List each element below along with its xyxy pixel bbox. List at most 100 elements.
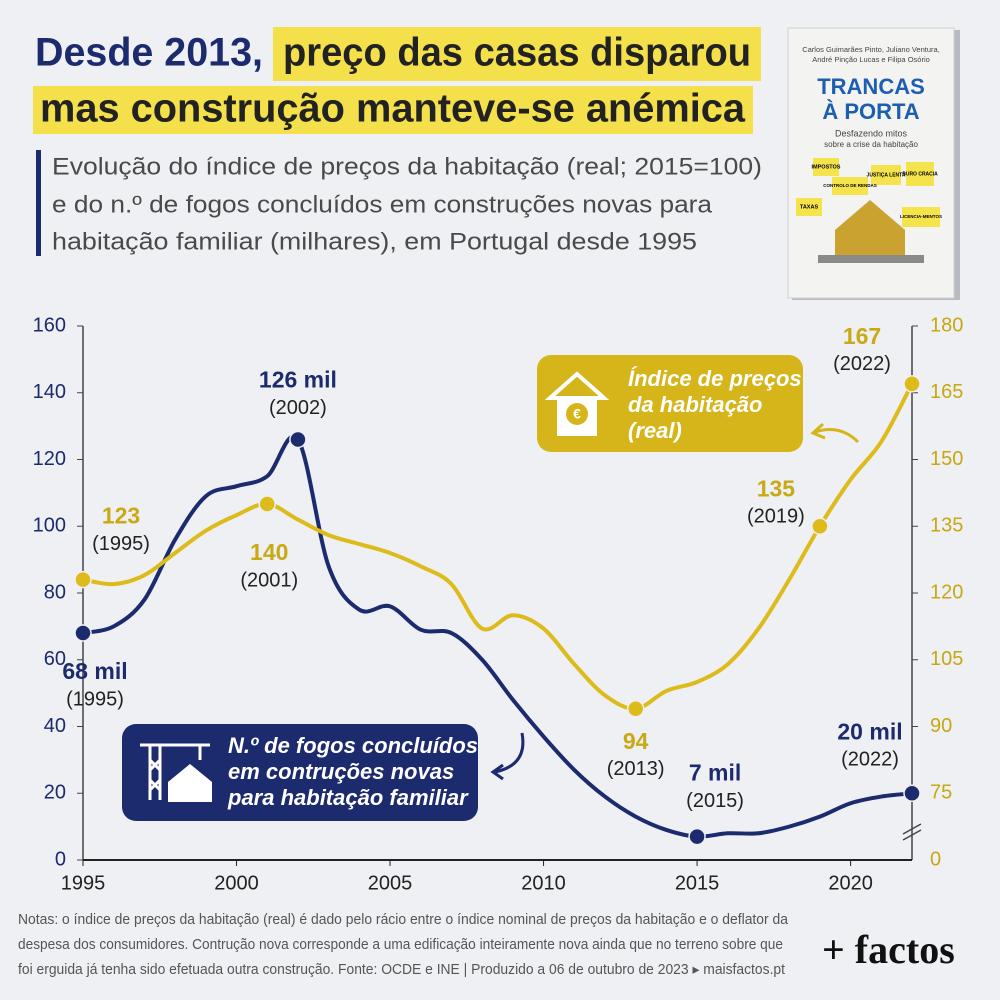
y-tick-label: 160 — [33, 314, 66, 336]
data-label-year: (2019) — [747, 506, 805, 528]
y2-tick-label: 120 — [930, 581, 963, 603]
data-label-year: (2013) — [607, 758, 665, 780]
data-label-year: (2015) — [686, 790, 744, 812]
sticky-note-text: JUSTIÇA LENTA — [867, 172, 906, 178]
data-point — [626, 699, 645, 718]
note: Notas: o índice de preços da habitação (… — [18, 912, 789, 928]
legend-label: em contruções novas — [228, 759, 454, 784]
subtitle: e do n.º de fogos concluídos em construç… — [52, 191, 713, 218]
data-point — [74, 624, 92, 642]
y2-tick-label: 75 — [930, 782, 952, 804]
legend-label: para habitação familiar — [227, 785, 469, 810]
euro-icon — [566, 403, 588, 425]
price-legend: € — [537, 355, 860, 452]
y2-tick-label: 105 — [930, 648, 963, 670]
data-label-year: (2022) — [841, 749, 899, 771]
y-tick-label: 0 — [55, 848, 66, 870]
series-line — [82, 434, 913, 839]
data-label: 7 mil — [689, 760, 741, 786]
y-tick-label: 120 — [33, 448, 66, 470]
sticky-note-text: IMPOSTOS — [812, 164, 841, 170]
data-label: 20 mil — [837, 718, 902, 744]
data-point — [688, 827, 706, 846]
book-subtitle: Desfazendo mitos — [835, 128, 908, 138]
book-authors: Carlos Guimarães Pinto, Juliano Ventura, — [802, 45, 940, 54]
construction-legend — [122, 724, 525, 821]
y-tick-label: 100 — [33, 515, 66, 537]
sticky-note — [796, 198, 822, 216]
data-label-year: (1995) — [92, 533, 150, 555]
y-tick-label: 80 — [44, 581, 66, 603]
book-subtitle: sobre a crise da habitação — [824, 140, 918, 149]
legend-arrow — [490, 763, 504, 781]
sticky-note-text: LICENCIA-MENTOS — [900, 214, 942, 219]
y2-tick-label: 135 — [930, 515, 963, 537]
sticky-note — [902, 207, 940, 227]
data-point — [903, 784, 921, 802]
subtitle: Evolução do índice de preços da habitaçã… — [52, 153, 762, 180]
y-tick-label: 40 — [44, 715, 66, 737]
data-label: 94 — [623, 728, 649, 754]
x-tick-label: 2010 — [521, 872, 566, 894]
y-tick-label: 60 — [44, 648, 66, 670]
legend-arrow — [494, 732, 525, 774]
axis-break — [902, 823, 922, 841]
sticky-note-text: CONTROLO DE RENDAS — [823, 183, 877, 188]
plot: 0 20 40 60 80 100 120 140 160 75 90 105 120 135 150 165… — [33, 314, 964, 894]
subtitle-bar — [36, 150, 41, 256]
x-tick-label: 2000 — [214, 872, 259, 894]
data-label: 140 — [250, 539, 288, 565]
note: foi erguida já tenha sido efetuada outra… — [18, 962, 785, 978]
data-point — [258, 495, 276, 513]
sticky-note — [871, 165, 901, 185]
data-label: 126 mil — [259, 367, 337, 393]
y-tick-label: 140 — [33, 381, 66, 403]
sticky-note — [906, 162, 934, 186]
x-tick-label: 2020 — [828, 872, 873, 894]
data-point — [903, 375, 921, 393]
data-label-year: (2022) — [833, 353, 891, 375]
title: Desde 2013, — [35, 31, 263, 75]
title: preço das casas disparou — [283, 31, 751, 75]
legend-label: N.º de fogos concluídos — [228, 733, 478, 758]
title-highlight — [33, 86, 753, 134]
data-label-year: (1995) — [66, 688, 124, 710]
sticky-note — [832, 177, 868, 195]
book-authors: André Pinção Lucas e Filipa Osório — [812, 55, 930, 64]
data-label: 68 mil — [62, 658, 127, 684]
y2-tick-label: 90 — [930, 715, 952, 737]
data-point — [811, 517, 829, 535]
data-label-year: (2001) — [240, 569, 298, 591]
data-label: 135 — [757, 475, 796, 501]
series-line — [82, 382, 914, 711]
crane-icon — [140, 743, 210, 800]
legend-label: da habitação — [628, 392, 762, 417]
title-highlight — [273, 27, 761, 81]
y2-tick-label: 180 — [930, 314, 963, 336]
book-house — [835, 200, 905, 258]
house-icon — [168, 764, 212, 802]
sticky-note-text: BURO CRACIA — [902, 171, 938, 177]
sticky-note — [813, 158, 839, 176]
data-label-year: (2002) — [269, 397, 327, 419]
data-point — [289, 430, 307, 449]
x-tick-label: 1995 — [61, 872, 106, 894]
y2-tick-label: 150 — [930, 448, 963, 470]
data-label: 123 — [102, 503, 140, 529]
data-label: 167 — [843, 323, 881, 349]
x-tick-label: 2015 — [675, 872, 720, 894]
note: despesa dos consumidores. Contrução nova… — [18, 937, 783, 953]
book-chain — [818, 255, 924, 263]
book-cover: Carlos Guimarães Pinto, Juliano Ventura,… — [787, 27, 960, 300]
y2-tick-label: 165 — [930, 381, 963, 403]
legend-arrow — [810, 422, 826, 440]
y-tick-label: 20 — [44, 782, 66, 804]
title: mas construção manteve-se anémica — [40, 87, 746, 131]
y2-tick-label: 0 — [930, 848, 941, 870]
book-title: À PORTA — [822, 99, 919, 124]
legend-label: (real) — [628, 418, 682, 443]
euro-icon: € — [573, 406, 581, 422]
sticky-note-text: TAXAS — [800, 204, 819, 210]
data-point — [74, 570, 92, 589]
